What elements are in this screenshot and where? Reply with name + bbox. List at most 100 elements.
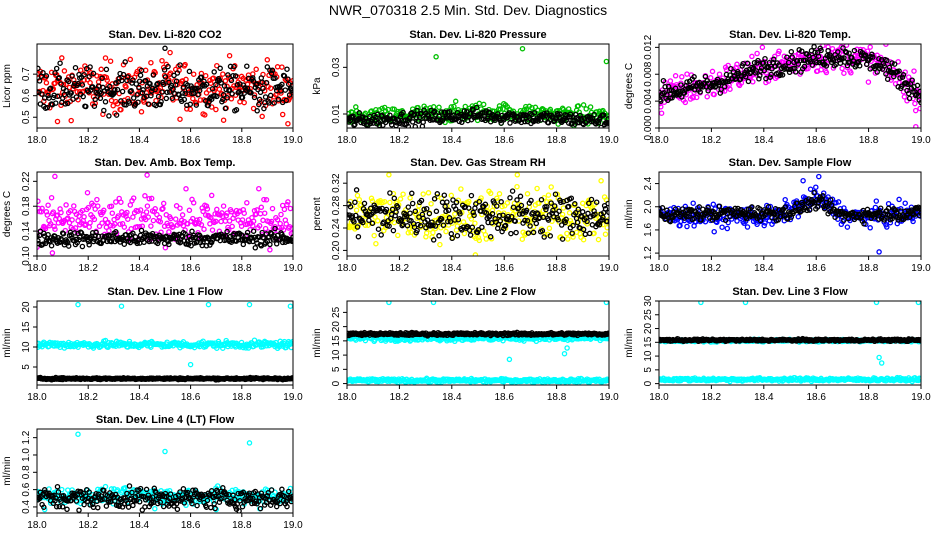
data-point (389, 206, 396, 213)
data-point (174, 236, 181, 242)
data-point (264, 57, 271, 63)
data-point (604, 224, 609, 231)
data-point (253, 66, 259, 73)
data-point (118, 98, 124, 104)
data-point (114, 101, 121, 107)
data-point (452, 98, 459, 105)
data-point (467, 232, 474, 238)
data-point (91, 103, 98, 109)
data-point (386, 172, 392, 178)
data-point (130, 214, 136, 220)
data-point (910, 218, 916, 225)
data-point (101, 107, 107, 114)
data-point (600, 112, 607, 118)
data-point (509, 188, 516, 194)
data-point (482, 231, 489, 238)
data-points (347, 45, 609, 128)
data-point (42, 240, 49, 247)
data-point (120, 71, 127, 78)
data-point (281, 73, 288, 79)
data-point (160, 81, 167, 88)
data-point (754, 221, 760, 228)
data-point (256, 185, 262, 192)
data-point (45, 202, 51, 208)
data-point (391, 195, 398, 202)
data-point (784, 54, 790, 60)
data-point (760, 60, 767, 66)
data-point (440, 222, 447, 228)
data-point (228, 96, 235, 102)
data-point (238, 232, 245, 238)
data-point (472, 252, 479, 256)
data-point (99, 75, 105, 82)
data-point (430, 222, 436, 229)
data-point (816, 173, 822, 180)
data-point (208, 214, 214, 221)
data-point (395, 232, 401, 239)
data-point (865, 79, 872, 85)
y-tick-label: 1.2 (643, 246, 654, 260)
data-point (368, 195, 375, 202)
data-point (117, 221, 123, 227)
data-point (876, 216, 882, 222)
data-point (531, 109, 538, 116)
data-point (522, 118, 528, 125)
data-point (876, 249, 882, 255)
data-point (867, 44, 873, 50)
data-point (872, 204, 879, 211)
data-point (128, 226, 134, 232)
data-point (261, 210, 268, 216)
data-point (258, 204, 265, 211)
data-point (479, 224, 485, 230)
data-point (789, 54, 795, 60)
data-point (420, 191, 426, 197)
data-point (861, 221, 867, 227)
data-point (911, 68, 917, 74)
data-point (870, 54, 876, 60)
x-tick-label: 18.6 (494, 263, 514, 274)
data-point (470, 107, 476, 113)
data-point (580, 236, 587, 243)
x-tick-label: 18.6 (181, 135, 201, 146)
data-point (825, 47, 831, 54)
data-point (47, 85, 54, 91)
data-point (259, 113, 265, 120)
data-point (433, 54, 439, 60)
data-point (848, 70, 854, 76)
data-point (65, 100, 71, 107)
data-point (893, 210, 900, 216)
data-point (43, 80, 50, 86)
data-point (424, 217, 431, 223)
data-point (257, 210, 264, 217)
data-point (606, 209, 609, 216)
data-point (750, 79, 756, 85)
data-point (92, 206, 98, 212)
data-point (190, 71, 197, 77)
data-point (208, 192, 215, 199)
data-point (776, 62, 782, 68)
data-point (252, 245, 259, 251)
data-point (281, 206, 288, 213)
data-point (353, 212, 359, 219)
y-tick-label: 0.7 (21, 67, 32, 81)
data-point (794, 58, 801, 64)
data-point (123, 84, 129, 90)
x-tick-label: 18.4 (442, 263, 462, 274)
data-point (59, 55, 65, 61)
data-point (211, 69, 217, 75)
data-point (96, 223, 103, 230)
data-point (489, 207, 496, 214)
data-point (873, 198, 880, 204)
data-point (239, 217, 246, 223)
data-point (475, 234, 482, 241)
data-point (87, 220, 93, 226)
data-point (148, 195, 155, 202)
data-point (426, 210, 433, 217)
data-point (876, 55, 882, 62)
data-point (209, 86, 216, 92)
data-point (149, 230, 156, 237)
data-point (444, 199, 450, 205)
data-point (213, 218, 219, 225)
data-point (386, 223, 392, 229)
